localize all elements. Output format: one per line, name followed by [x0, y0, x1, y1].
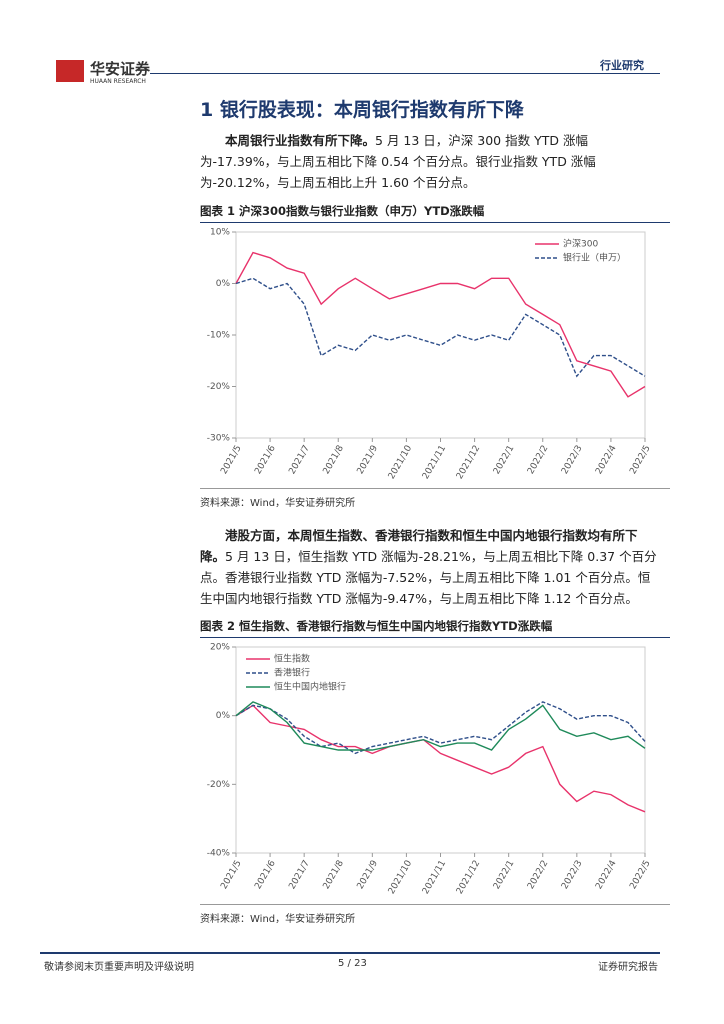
legend-label: 恒生指数 [274, 653, 310, 665]
x-tick-label: 2022/4 [594, 859, 619, 892]
x-tick-label: 2022/1 [492, 444, 516, 476]
legend-label: 沪深300 [563, 238, 598, 250]
y-tick-label: -30% [207, 434, 231, 444]
chart: 10% 0% -10% -20% -30%2021/5 2021/6 2021/7 2021/… [207, 228, 653, 482]
x-tick-label: 2022/2 [526, 859, 550, 891]
footer-rule [40, 952, 660, 954]
page-number: 5 / 23 [338, 958, 367, 969]
y-tick-label: 0% [216, 711, 231, 721]
logo-en: HUAAN RESEARCH [90, 78, 146, 85]
y-tick-label: -20% [207, 382, 231, 392]
series-line [235, 701, 646, 751]
x-tick-label: 2022/5 [628, 859, 652, 891]
heading: 1 银行股表现：本周银行指数有所下降 [200, 99, 524, 121]
y-tick-label: -20% [207, 780, 231, 790]
figure-source: 资料来源：Wind，华安证券研究所 [200, 488, 670, 509]
logo-icon [56, 60, 84, 82]
x-tick-label: 2021/11 [421, 859, 448, 896]
x-tick-label: 2022/1 [492, 859, 516, 891]
x-tick-label: 2021/5 [219, 859, 243, 891]
footer-left: 敬请参阅末页重要声明及评级说明 [44, 962, 194, 973]
paragraph: 本周银行业指数有所下降。5 月 13 日，沪深 300 指数 YTD 涨幅为-1… [200, 130, 660, 193]
y-tick-label: 10% [210, 228, 230, 238]
legend-label: 香港银行 [274, 667, 310, 679]
y-tick-label: -10% [207, 331, 231, 341]
legend-label: 银行业（申万） [563, 252, 626, 264]
paragraph: 港股方面，本周恒生指数、香港银行指数和恒生中国内地银行指数均有所下降。5 月 1… [200, 525, 660, 609]
x-tick-label: 2021/7 [287, 859, 311, 891]
header-rule [150, 73, 660, 74]
x-tick-label: 2022/2 [526, 444, 550, 476]
para-lead: 港股方面，本周恒生指数、香港银行指数和恒生中国内地银行指数均有所下降。 [200, 528, 638, 564]
figure-source: 资料来源：Wind，华安证券研究所 [200, 904, 670, 925]
legend-label: 恒生中国内地银行 [274, 681, 346, 693]
x-tick-label: 2022/3 [560, 444, 584, 476]
y-tick-label: 0% [216, 279, 231, 289]
x-tick-label: 2022/4 [594, 444, 619, 477]
figure-caption: 图表 2 恒生指数、香港银行指数与恒生中国内地银行指数YTD涨跌幅 [200, 618, 670, 638]
x-tick-label: 2021/10 [387, 444, 414, 482]
section: 行业研究 [600, 59, 644, 72]
para-text: 5 月 13 日，恒生指数 YTD 涨幅为-28.21%，与上周五相比下降 0.… [200, 549, 657, 606]
x-tick-label: 2021/5 [219, 444, 243, 476]
x-tick-label: 2021/6 [253, 859, 278, 892]
x-tick-label: 2021/12 [455, 444, 482, 481]
x-tick-label: 2021/8 [322, 444, 347, 477]
series-line [235, 277, 646, 378]
x-tick-label: 2021/9 [356, 859, 381, 892]
y-tick-label: -40% [207, 849, 231, 859]
chart: 20% 0% -20% -40%2021/5 2021/6 2021/7 2021/8 202… [207, 643, 653, 897]
y-tick-label: 20% [210, 643, 230, 653]
x-tick-label: 2021/11 [421, 444, 448, 481]
x-tick-label: 2022/5 [628, 444, 652, 476]
logo-cn: 华安证券 [90, 60, 151, 78]
series-line [235, 251, 646, 398]
para-lead: 本周银行业指数有所下降。 [225, 133, 376, 148]
series-line [235, 701, 646, 755]
figure-caption: 图表 1 沪深300指数与银行业指数（申万）YTD涨跌幅 [200, 203, 670, 223]
para-text: 5 月 13 日，沪深 300 指数 YTD 涨幅为-17.39%，与上周五相比… [200, 133, 596, 190]
series-line [235, 704, 646, 813]
x-tick-label: 2021/12 [455, 859, 482, 896]
x-tick-label: 2021/8 [322, 859, 347, 892]
x-tick-label: 2021/6 [253, 444, 278, 477]
x-tick-label: 2021/9 [356, 444, 381, 477]
x-tick-label: 2021/7 [287, 444, 311, 476]
x-tick-label: 2022/3 [560, 859, 584, 891]
footer-right: 证券研究报告 [598, 962, 658, 973]
x-tick-label: 2021/10 [387, 859, 414, 897]
